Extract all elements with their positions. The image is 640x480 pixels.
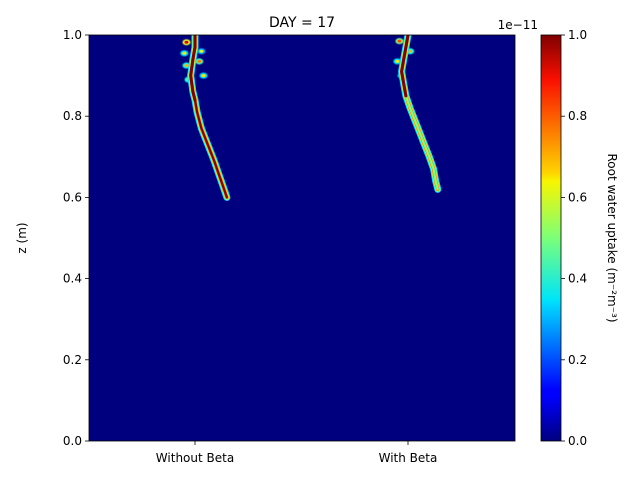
uptake-patch-core xyxy=(182,51,187,55)
colorbar-tick-label: 0.2 xyxy=(568,353,587,367)
y-tick-label: 0.8 xyxy=(63,109,82,123)
x-tick-label: With Beta xyxy=(379,451,438,465)
x-axis: Without Beta With Beta xyxy=(156,441,438,465)
uptake-patch-core xyxy=(197,59,202,63)
root-uptake-core xyxy=(189,35,197,102)
uptake-patch-core xyxy=(408,49,413,53)
root-series-1 xyxy=(180,35,231,201)
colorbar-axis: 0.0 0.2 0.4 0.6 0.8 1.0 xyxy=(561,28,587,448)
uptake-patch-core xyxy=(201,74,206,78)
y-tick-label: 0.4 xyxy=(63,272,82,286)
colorbar-tick-label: 0.8 xyxy=(568,109,587,123)
root-uptake-core xyxy=(400,35,410,98)
uptake-patch-core xyxy=(184,63,189,67)
colorbar-tick-label: 0.0 xyxy=(568,434,587,448)
chart-title: DAY = 17 xyxy=(269,15,335,31)
heatmap-background xyxy=(89,35,515,441)
root-series-2 xyxy=(393,35,442,193)
uptake-patch-core xyxy=(397,39,402,43)
colorbar-tick-label: 0.6 xyxy=(568,190,587,204)
colorbar-label: Root water uptake (m⁻²m⁻³) xyxy=(605,153,619,322)
uptake-patch-core xyxy=(199,49,204,53)
y-axis-label: z (m) xyxy=(15,222,29,253)
y-tick-label: 0.2 xyxy=(63,353,82,367)
plot-frame xyxy=(88,34,516,442)
colorbar xyxy=(540,34,562,442)
x-tick-label: Without Beta xyxy=(156,451,234,465)
colorbar-tick-label: 1.0 xyxy=(568,28,587,42)
uptake-patch-core xyxy=(395,59,400,63)
colorbar-offset-text: 1e−11 xyxy=(498,18,538,32)
y-tick-label: 0.0 xyxy=(63,434,82,448)
y-axis: 0.0 0.2 0.4 0.6 0.8 1.0 xyxy=(63,28,89,448)
y-tick-label: 0.6 xyxy=(63,190,82,204)
uptake-patch-core xyxy=(184,40,189,44)
heatmap-marks xyxy=(180,35,442,201)
colorbar-tick-label: 0.4 xyxy=(568,272,587,286)
y-tick-label: 1.0 xyxy=(63,28,82,42)
